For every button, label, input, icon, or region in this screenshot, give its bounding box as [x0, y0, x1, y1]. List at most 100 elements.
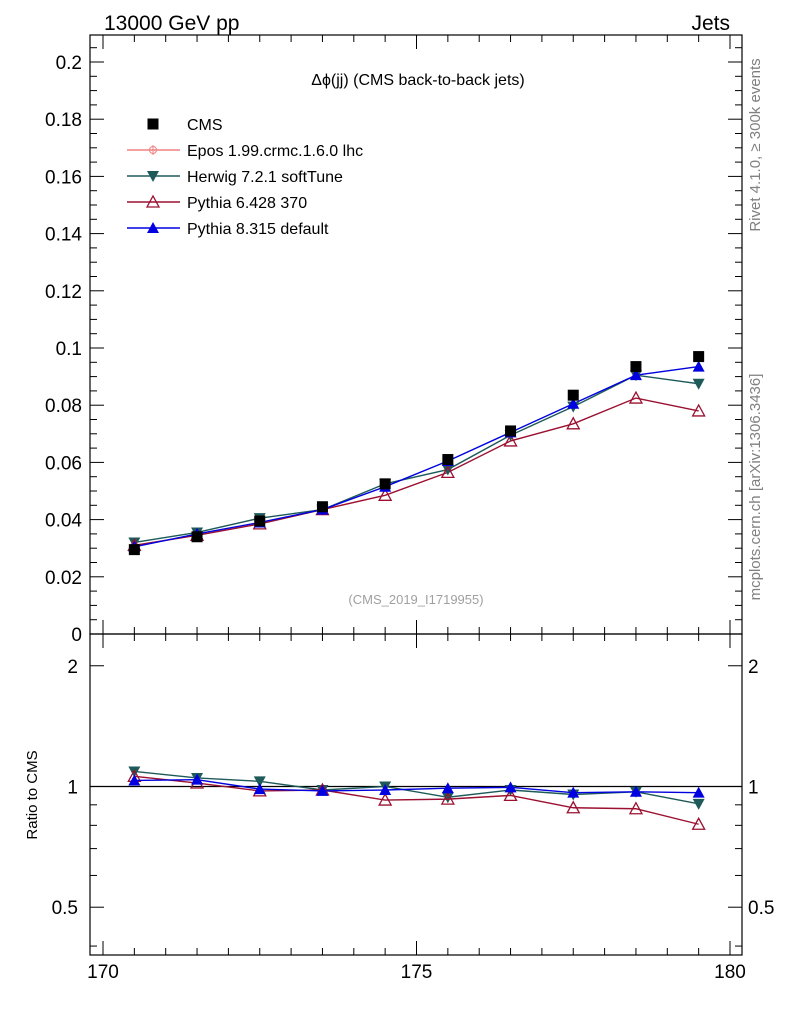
ratio-y-tick-label-right: 0.5: [748, 898, 774, 919]
ratio-point-pythia8: [441, 782, 454, 794]
point-pythia6: [503, 433, 518, 447]
point-herwig: [441, 464, 454, 476]
x-tick-label: 170: [87, 962, 119, 983]
legend-item-pythia6: Pythia 6.428 370: [127, 194, 307, 212]
ratio-line-herwig: [134, 770, 699, 805]
analysis-watermark: (CMS_2019_I1719955): [348, 592, 483, 607]
point-pythia8: [629, 369, 642, 381]
legend-marker: [147, 118, 159, 130]
point-pythia6: [378, 487, 393, 501]
series-herwig: [134, 374, 699, 544]
legend-label: Pythia 6.428 370: [187, 195, 307, 212]
point-cms: [191, 531, 203, 543]
ratio-panel-frame: [89, 633, 743, 956]
point-cms: [567, 389, 579, 401]
ratio-point-pythia8: [128, 774, 141, 786]
point-cms: [316, 501, 328, 513]
point-pythia6: [691, 403, 706, 417]
series-line-pythia8: [134, 365, 699, 548]
point-cms: [693, 351, 705, 363]
ratio-x-tick-labels: 170 175 180: [87, 962, 746, 983]
ratio-point-pythia8: [253, 783, 266, 795]
ratio-point-pythia8: [316, 784, 329, 796]
mcplots-label: mcplots.cern.ch [arXiv:1306.3436]: [747, 374, 764, 601]
ratio-point-pythia8: [191, 773, 204, 785]
ratio-y-tick-label: 1: [67, 777, 78, 798]
ratio-point-pythia6: [566, 800, 581, 814]
ratio-point-pythia6: [691, 816, 706, 830]
series-pythia6: [134, 397, 699, 547]
y-tick-label: 0.18: [45, 110, 82, 131]
legend-item-herwig: Herwig 7.2.1 softTune: [127, 169, 343, 186]
markers-pythia6: [127, 390, 706, 551]
ratio-y-tick-label-right: 2: [748, 657, 759, 678]
legend-label: CMS: [187, 117, 223, 134]
legend-marker: [147, 222, 159, 233]
point-herwig: [692, 378, 705, 390]
point-pythia6: [566, 416, 581, 430]
ratio-point-pythia6: [628, 801, 644, 815]
main-series-group: [127, 351, 706, 556]
legend-item-pythia8: Pythia 8.315 default: [127, 221, 329, 238]
main-axis-ticks: [90, 35, 742, 635]
ratio-axis-ticks: [90, 634, 742, 955]
ratio-point-herwig: [253, 776, 266, 788]
ratio-point-herwig: [128, 766, 141, 778]
y-tick-label: 0: [71, 625, 82, 646]
point-pythia8: [692, 360, 705, 372]
point-cms: [254, 515, 266, 527]
ratio-panel: 0.5 0.5 1 1 2 2 170 175 180 Ratio to CMS: [24, 633, 774, 983]
ratio-series-pythia8: [128, 773, 705, 798]
ratio-series-herwig: [128, 766, 705, 810]
point-pythia6: [440, 465, 455, 479]
ratio-point-pythia6: [503, 788, 518, 802]
x-tick-label: 175: [401, 962, 433, 983]
point-cms: [442, 454, 454, 466]
x-tick-label: 180: [714, 962, 746, 983]
ratio-y-tick-label-right: 1: [748, 777, 759, 798]
ratio-point-pythia8: [629, 785, 642, 797]
ratio-point-pythia6: [378, 792, 393, 806]
point-pythia6: [628, 390, 644, 404]
main-plot-title: Δϕ(jj) (CMS back-to-back jets): [311, 72, 524, 89]
point-cms: [379, 478, 391, 490]
series-line-pythia6: [134, 397, 699, 547]
header-collision: 13000 GeV pp: [104, 12, 239, 35]
legend-label: Epos 1.99.crmc.1.6.0 lhc: [187, 143, 363, 160]
legend-label: Pythia 8.315 default: [187, 221, 329, 238]
y-tick-label: 0.1: [56, 339, 82, 360]
point-cms: [505, 425, 517, 437]
y-tick-label: 0.06: [45, 453, 82, 474]
y-tick-label: 0.12: [45, 282, 82, 303]
legend-item-epos: Epos 1.99.crmc.1.6.0 lhc: [127, 143, 363, 160]
ratio-point-herwig: [692, 798, 705, 810]
y-tick-label: 0.14: [45, 225, 82, 246]
markers-herwig: [128, 370, 705, 549]
ratio-line-pythia6: [134, 775, 699, 825]
legend-item-cms: CMS: [147, 117, 223, 134]
ratio-point-pythia6: [440, 791, 455, 805]
ratio-y-axis-label: Ratio to CMS: [24, 750, 41, 839]
markers-cms: [128, 351, 705, 556]
ratio-point-pythia8: [504, 781, 517, 793]
ratio-point-pythia8: [692, 786, 705, 798]
ratio-series-group: [127, 766, 706, 830]
point-cms: [630, 361, 642, 373]
point-pythia8: [567, 397, 580, 409]
legend-label: Herwig 7.2.1 softTune: [187, 169, 343, 186]
markers-pythia8: [128, 360, 705, 552]
ratio-line-pythia8: [134, 778, 699, 794]
series-line-herwig: [134, 374, 699, 544]
main-y-tick-labels: 0 0.02 0.04 0.06 0.08 0.1 0.12 0.14 0.16 0.18 0.2: [45, 53, 82, 646]
legend-marker: [145, 194, 161, 208]
legend-marker: [148, 145, 158, 155]
y-tick-label: 0.08: [45, 396, 82, 417]
legend-marker: [147, 171, 159, 182]
y-tick-label: 0.04: [45, 511, 82, 532]
y-tick-label: 0.02: [45, 568, 82, 589]
rivet-version-label: Rivet 4.1.0, ≥ 300k events: [747, 58, 764, 231]
series-pythia8: [134, 365, 699, 548]
main-panel: 00.020.040.060.080.10.120.140.160.180.2 …: [45, 34, 743, 646]
ratio-point-pythia8: [379, 783, 392, 795]
